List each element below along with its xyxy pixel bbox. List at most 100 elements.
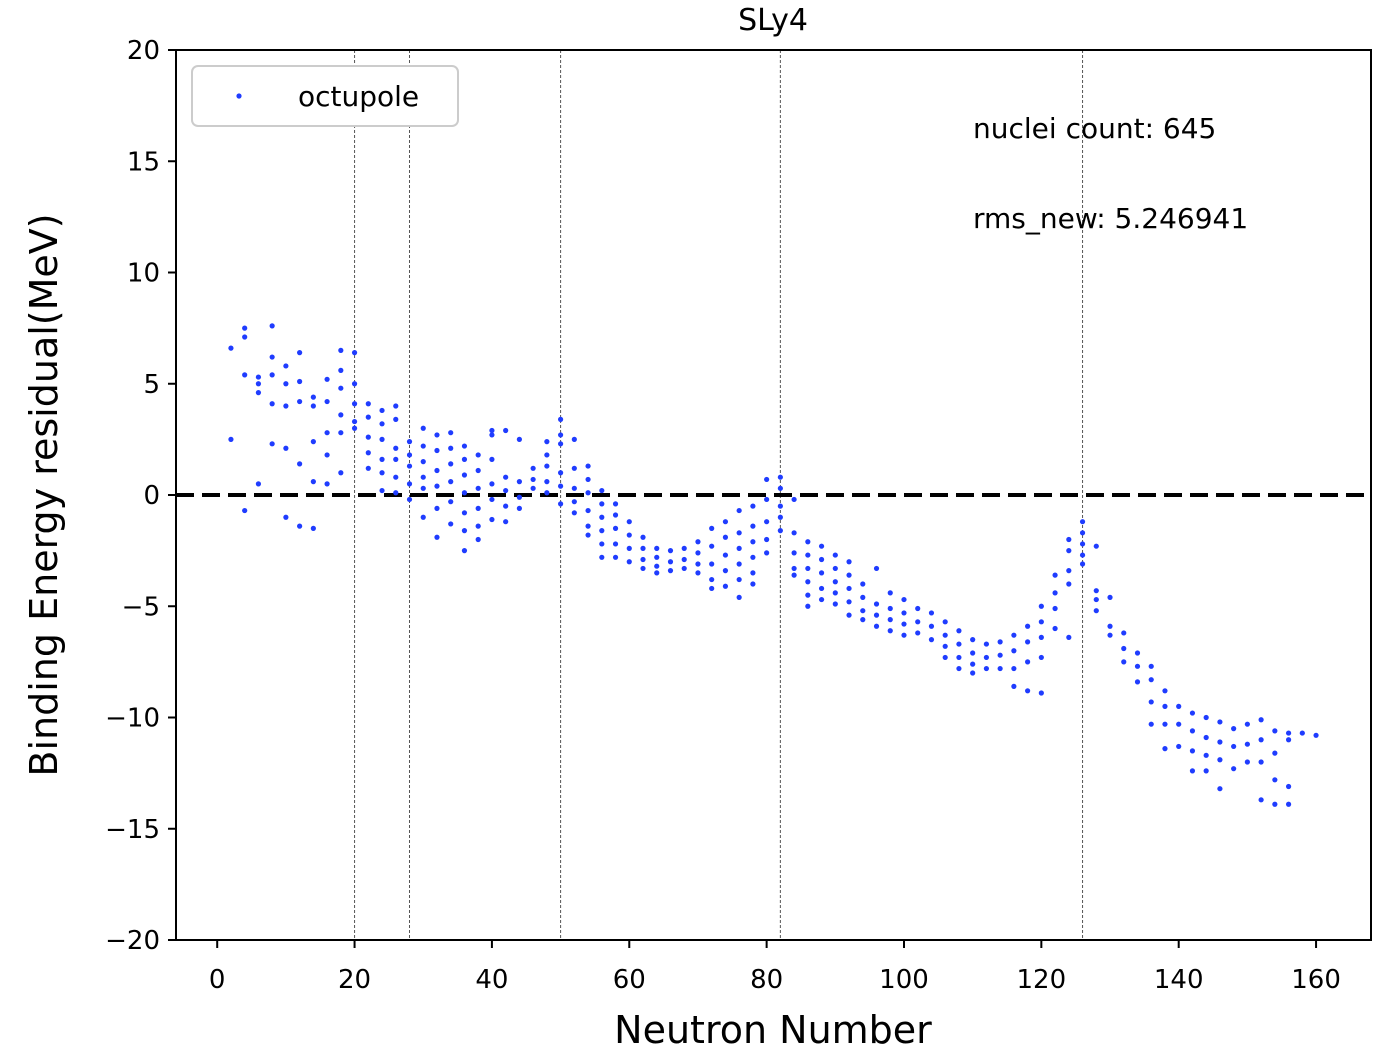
x-tick-label: 80 (750, 965, 783, 995)
data-point (970, 661, 976, 667)
data-point (1052, 625, 1058, 632)
data-point (1052, 605, 1058, 612)
data-point (805, 579, 811, 585)
y-tick-label: −10 (105, 704, 160, 734)
data-point (681, 565, 687, 572)
data-point (255, 381, 262, 387)
data-point (736, 545, 742, 552)
data-point (1025, 623, 1031, 629)
data-point (338, 412, 344, 418)
data-point (489, 427, 495, 434)
data-point (599, 541, 605, 547)
x-axis-ticks: 0 20 40 60 80 100 120 140 160 (209, 940, 1341, 995)
data-point (764, 496, 770, 503)
data-point (503, 487, 509, 494)
data-point (818, 585, 825, 592)
data-point (434, 447, 440, 454)
data-point (818, 596, 825, 603)
data-point (681, 545, 687, 552)
data-point (365, 414, 371, 420)
data-point (269, 401, 275, 407)
data-point (255, 374, 262, 380)
data-point (970, 670, 976, 676)
data-point (654, 570, 660, 576)
data-point (269, 372, 275, 378)
data-point (351, 350, 358, 356)
data-point (612, 525, 619, 531)
data-point (557, 470, 564, 476)
data-point (338, 367, 344, 373)
data-point (832, 601, 838, 607)
legend: octupole (191, 65, 459, 127)
data-point (379, 421, 385, 427)
data-point (1079, 561, 1086, 567)
data-point (599, 501, 605, 507)
data-point (1121, 659, 1127, 665)
data-point (269, 323, 275, 329)
data-point (970, 650, 976, 656)
y-tick-label: −20 (105, 926, 160, 956)
legend-marker (236, 93, 242, 99)
data-point (434, 483, 440, 489)
data-point (791, 550, 797, 556)
data-point (709, 525, 715, 531)
data-point (667, 559, 674, 565)
data-point (736, 561, 742, 567)
data-point (709, 585, 715, 592)
data-point (942, 619, 948, 625)
data-point (887, 617, 893, 623)
data-point (695, 550, 701, 556)
data-point (1217, 739, 1223, 745)
data-point (860, 608, 866, 614)
data-point (599, 514, 605, 520)
data-point (626, 532, 632, 538)
data-point (1272, 801, 1278, 807)
data-point (571, 436, 577, 442)
data-point (310, 439, 316, 445)
data-point (544, 490, 550, 496)
data-point (530, 476, 536, 483)
data-point (956, 665, 962, 672)
data-point (695, 539, 701, 545)
data-point (1203, 734, 1209, 741)
data-point (860, 617, 866, 623)
data-point (310, 479, 316, 485)
data-point (530, 485, 536, 491)
data-point (791, 572, 797, 578)
data-point (1038, 619, 1044, 625)
data-point (654, 563, 660, 569)
data-point (283, 514, 289, 520)
data-point (750, 503, 756, 509)
data-point (1093, 543, 1099, 549)
data-point (516, 479, 522, 485)
data-point (379, 436, 385, 442)
data-point (1313, 732, 1319, 738)
data-point (571, 485, 577, 491)
data-point (1107, 623, 1113, 629)
data-point (310, 525, 316, 531)
data-point (1107, 632, 1113, 638)
data-point (585, 532, 591, 538)
data-point (777, 514, 783, 520)
data-point (557, 416, 564, 422)
data-point (324, 376, 330, 382)
data-point (997, 652, 1003, 658)
data-point (640, 534, 646, 540)
data-point (832, 590, 838, 596)
data-point (297, 398, 303, 405)
data-point (448, 445, 454, 451)
data-point (338, 430, 344, 436)
data-point (393, 474, 399, 480)
data-point (956, 654, 962, 661)
data-point (764, 536, 770, 543)
data-point (1285, 730, 1292, 736)
data-point (612, 512, 619, 518)
data-point (1038, 603, 1044, 609)
data-point (1189, 728, 1196, 734)
data-point (516, 494, 522, 500)
data-point (942, 654, 948, 661)
data-point (571, 499, 577, 505)
data-point (805, 552, 811, 558)
data-point (626, 545, 632, 552)
